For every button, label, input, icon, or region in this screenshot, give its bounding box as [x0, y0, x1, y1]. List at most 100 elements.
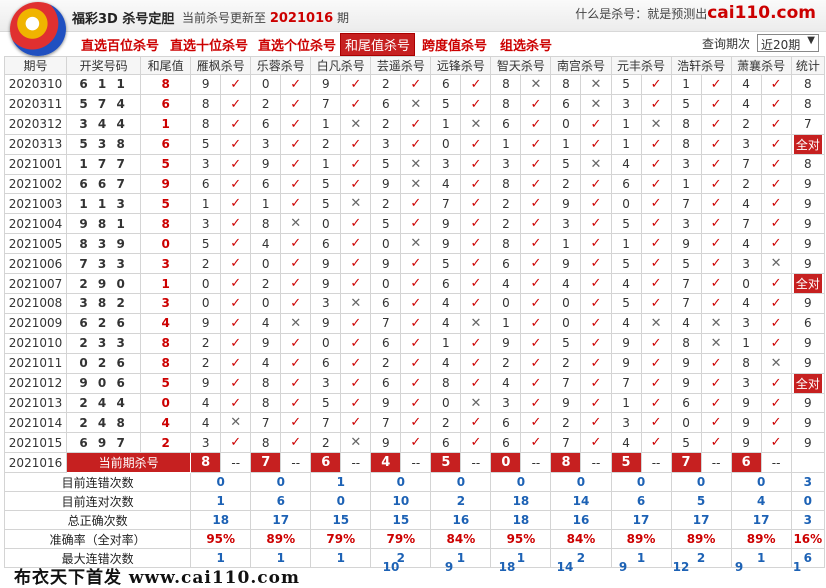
period-cell: 2021011 [3, 352, 68, 374]
kill-number-cell: 4 [430, 173, 462, 195]
kill-number-cell: 5 [190, 133, 222, 155]
check-icon: ✓ [580, 233, 612, 255]
kill-number-cell: 0 [250, 293, 282, 314]
stats-value: 0 [610, 472, 672, 493]
check-icon: ✓ [520, 113, 552, 135]
check-icon: ✓ [520, 432, 552, 454]
check-icon: ✓ [220, 432, 252, 454]
draw-number-cell: 7 3 3 [66, 253, 142, 275]
stats-value: 1 [310, 472, 372, 493]
kill-number-cell: 6 [310, 352, 342, 374]
nav-ge-kill[interactable]: 直选个位杀号 [258, 39, 337, 54]
dash-cell: -- [760, 452, 792, 474]
kill-number-cell: 0 [550, 293, 582, 314]
check-icon: ✓ [400, 372, 432, 394]
check-icon: ✓ [580, 412, 612, 434]
stat-cell: 8 [790, 153, 826, 175]
check-icon: ✓ [580, 332, 612, 354]
kill-number-cell: 9 [370, 253, 402, 275]
kill-number-cell: 3 [190, 153, 222, 175]
check-icon: ✓ [280, 253, 312, 275]
stats-value: 16 [550, 510, 612, 531]
kill-number-cell: 0 [250, 74, 282, 95]
kill-number-cell: 7 [430, 193, 462, 215]
stats-value: 0 [430, 472, 492, 493]
check-icon: ✓ [220, 372, 252, 394]
check-icon: ✓ [220, 213, 252, 235]
check-icon: ✓ [580, 432, 612, 454]
col-header: 远锋杀号 [430, 56, 492, 75]
period-cell: 2021010 [3, 332, 68, 354]
check-icon: ✓ [580, 372, 612, 394]
stats-total: 0 [790, 491, 826, 512]
check-icon: ✓ [580, 352, 612, 374]
stats-total: 16% [790, 529, 826, 550]
stats-value: 16 [430, 510, 492, 531]
nav-bai-kill[interactable]: 直选百位杀号 [81, 39, 160, 54]
stat-cell: 8 [790, 93, 826, 115]
cross-icon: ✕ [760, 352, 792, 374]
period-cell: 2021003 [3, 193, 68, 215]
dash-cell: -- [460, 452, 492, 474]
current-kill-number: 5 [430, 452, 462, 474]
kill-number-cell: 1 [550, 233, 582, 255]
kill-number-cell: 3 [250, 133, 282, 155]
nav-kuadu-kill[interactable]: 跨度值杀号 [422, 39, 488, 54]
cross-icon: ✕ [700, 332, 732, 354]
kill-number-cell: 6 [430, 273, 462, 295]
nav-hewei-kill[interactable]: 和尾值杀号 [340, 33, 416, 56]
kill-number-cell: 9 [190, 312, 222, 334]
check-icon: ✓ [400, 133, 432, 155]
last-row-value: 10 [382, 560, 400, 574]
kill-number-cell: 4 [670, 312, 702, 334]
kill-number-cell: 4 [730, 74, 762, 95]
kill-number-cell: 7 [670, 293, 702, 314]
check-icon: ✓ [280, 93, 312, 115]
check-icon: ✓ [700, 74, 732, 95]
check-icon: ✓ [700, 93, 732, 115]
check-icon: ✓ [520, 253, 552, 275]
kill-number-cell: 6 [370, 372, 402, 394]
check-icon: ✓ [700, 293, 732, 314]
check-icon: ✓ [280, 113, 312, 135]
table-row: 2021003 1 1 3 5 1 ✓ 1 ✓ 5 ✕ 2 ✓ 7 ✓ 2 ✓ 9 ✓ 0 ✓ 7 ✓ 4 ✓ 9 [3, 193, 826, 215]
check-icon: ✓ [760, 74, 792, 95]
kill-number-cell: 9 [370, 432, 402, 454]
kill-number-cell: 9 [670, 372, 702, 394]
stats-row: 最大连错次数 1 1 1 2 1 1 2 1 2 1 6 [3, 548, 826, 569]
kill-number-cell: 0 [310, 332, 342, 354]
header-row: 期号 开奖号码 和尾值 雁枫杀号 乐蓉杀号 白凡杀号 芸遥杀号 远锋杀号 智天杀号 南宫杀号 元丰杀… [3, 56, 826, 75]
cross-icon: ✕ [460, 392, 492, 414]
check-icon: ✓ [640, 74, 672, 95]
kill-number-cell: 2 [550, 352, 582, 374]
check-icon: ✓ [700, 392, 732, 414]
kill-number-cell: 4 [430, 352, 462, 374]
kill-number-cell: 7 [730, 213, 762, 235]
nav-shi-kill[interactable]: 直选十位杀号 [170, 39, 249, 54]
nav-zuxuan-kill[interactable]: 组选杀号 [500, 39, 553, 54]
check-icon: ✓ [520, 173, 552, 195]
kill-number-cell: 9 [310, 312, 342, 334]
check-icon: ✓ [220, 93, 252, 115]
check-icon: ✓ [640, 432, 672, 454]
kill-number-cell: 1 [610, 392, 642, 414]
check-icon: ✓ [760, 193, 792, 215]
kill-number-cell: 3 [670, 153, 702, 175]
stats-value: 14 [550, 491, 612, 512]
query-period-select[interactable]: 近20期 ▼ [757, 34, 819, 52]
check-icon: ✓ [520, 213, 552, 235]
kill-number-cell: 9 [730, 412, 762, 434]
check-icon: ✓ [760, 312, 792, 334]
check-icon: ✓ [640, 392, 672, 414]
kill-number-cell: 2 [370, 74, 402, 95]
check-icon: ✓ [580, 113, 612, 135]
current-kill-number: 8 [550, 452, 582, 474]
site-brand[interactable]: cai110.com [707, 3, 816, 23]
hewei-cell: 2 [140, 432, 192, 454]
kill-number-cell: 3 [730, 312, 762, 334]
check-icon: ✓ [520, 372, 552, 394]
check-icon: ✓ [280, 173, 312, 195]
stats-value: 0 [190, 472, 252, 493]
check-icon: ✓ [220, 273, 252, 295]
check-icon: ✓ [640, 412, 672, 434]
